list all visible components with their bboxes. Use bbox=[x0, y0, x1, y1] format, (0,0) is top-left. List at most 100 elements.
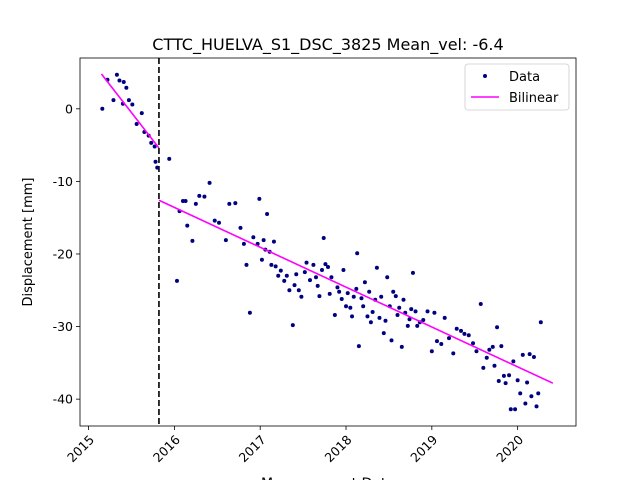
data-point bbox=[269, 262, 274, 267]
data-point bbox=[381, 331, 386, 336]
data-point bbox=[389, 338, 394, 343]
data-point bbox=[313, 275, 318, 280]
axes-frame bbox=[79, 57, 577, 427]
data-point bbox=[287, 288, 292, 293]
data-point bbox=[244, 262, 249, 267]
data-point bbox=[121, 79, 126, 84]
data-point bbox=[393, 294, 398, 299]
data-point bbox=[329, 275, 334, 280]
data-point bbox=[100, 106, 105, 111]
data-point bbox=[311, 262, 316, 267]
legend-marker bbox=[483, 74, 487, 78]
data-point bbox=[290, 323, 295, 328]
data-point bbox=[466, 333, 471, 338]
data-point bbox=[327, 291, 332, 296]
data-point bbox=[534, 404, 539, 409]
data-point bbox=[335, 285, 340, 290]
data-point bbox=[114, 72, 119, 77]
data-point bbox=[155, 165, 160, 170]
data-point bbox=[149, 140, 154, 145]
data-point bbox=[326, 265, 330, 270]
data-point bbox=[241, 241, 246, 246]
data-point bbox=[317, 294, 322, 299]
data-point bbox=[487, 347, 492, 352]
data-point bbox=[197, 193, 202, 198]
data-point bbox=[377, 315, 382, 320]
data-point bbox=[397, 305, 402, 310]
data-point bbox=[124, 85, 129, 90]
data-point bbox=[474, 349, 479, 354]
data-point bbox=[271, 239, 276, 244]
data-point bbox=[442, 315, 447, 320]
data-point bbox=[503, 381, 508, 386]
data-point bbox=[413, 309, 418, 314]
data-point bbox=[351, 294, 356, 299]
data-point bbox=[296, 288, 301, 293]
data-point bbox=[501, 373, 506, 378]
data-point bbox=[134, 122, 139, 127]
data-point bbox=[319, 267, 324, 272]
data-point bbox=[183, 198, 188, 203]
data-point bbox=[409, 307, 414, 312]
data-point bbox=[217, 220, 222, 225]
data-point bbox=[321, 236, 326, 241]
data-point bbox=[356, 344, 361, 349]
data-point bbox=[451, 351, 456, 356]
y-tick-label: -20 bbox=[53, 246, 73, 261]
data-point bbox=[259, 257, 264, 262]
data-point bbox=[223, 238, 228, 243]
data-point bbox=[130, 102, 135, 107]
data-point bbox=[362, 280, 367, 285]
data-point bbox=[361, 304, 366, 309]
data-point bbox=[299, 294, 304, 299]
data-point bbox=[410, 270, 415, 275]
data-point bbox=[439, 341, 444, 346]
data-point bbox=[276, 273, 281, 278]
data-point bbox=[251, 235, 256, 240]
data-point bbox=[446, 336, 451, 341]
data-point bbox=[523, 401, 528, 406]
data-point bbox=[257, 196, 262, 201]
data-point bbox=[434, 339, 439, 344]
data-point bbox=[407, 317, 412, 322]
data-point bbox=[525, 380, 530, 385]
y-axis-label: Displacement [mm] bbox=[21, 178, 36, 307]
data-point bbox=[190, 238, 195, 243]
x-axis-label: Measurement Date bbox=[261, 476, 395, 480]
data-point bbox=[212, 218, 217, 223]
data-point bbox=[153, 159, 158, 164]
data-point bbox=[344, 304, 349, 309]
data-point bbox=[202, 194, 207, 199]
fit-line bbox=[100, 73, 554, 384]
data-point bbox=[354, 286, 359, 291]
data-point bbox=[536, 391, 541, 396]
data-point bbox=[405, 323, 410, 328]
data-point bbox=[307, 278, 312, 283]
data-point bbox=[355, 251, 360, 256]
y-tick-label: -30 bbox=[53, 319, 73, 334]
data-point bbox=[294, 272, 299, 277]
data-point bbox=[529, 394, 534, 399]
data-point bbox=[507, 373, 512, 378]
data-point bbox=[292, 283, 297, 288]
data-point bbox=[233, 201, 238, 206]
data-point bbox=[496, 378, 501, 383]
data-point bbox=[395, 312, 400, 317]
data-point bbox=[481, 365, 486, 370]
data-point bbox=[425, 309, 430, 314]
data-point bbox=[454, 326, 459, 331]
data-point bbox=[499, 344, 504, 349]
data-point bbox=[238, 225, 243, 230]
data-point bbox=[278, 268, 283, 273]
chart-title: CTTC_HUELVA_S1_DSC_3825 Mean_vel: -6.4 bbox=[152, 35, 503, 55]
data-point bbox=[193, 201, 198, 206]
data-point bbox=[185, 223, 190, 228]
data-point bbox=[367, 289, 372, 294]
data-point bbox=[247, 310, 252, 315]
y-tick-label: -10 bbox=[53, 174, 73, 189]
data-point bbox=[348, 305, 353, 310]
data-point bbox=[495, 325, 500, 330]
data-point bbox=[513, 407, 518, 412]
data-point bbox=[273, 264, 278, 269]
